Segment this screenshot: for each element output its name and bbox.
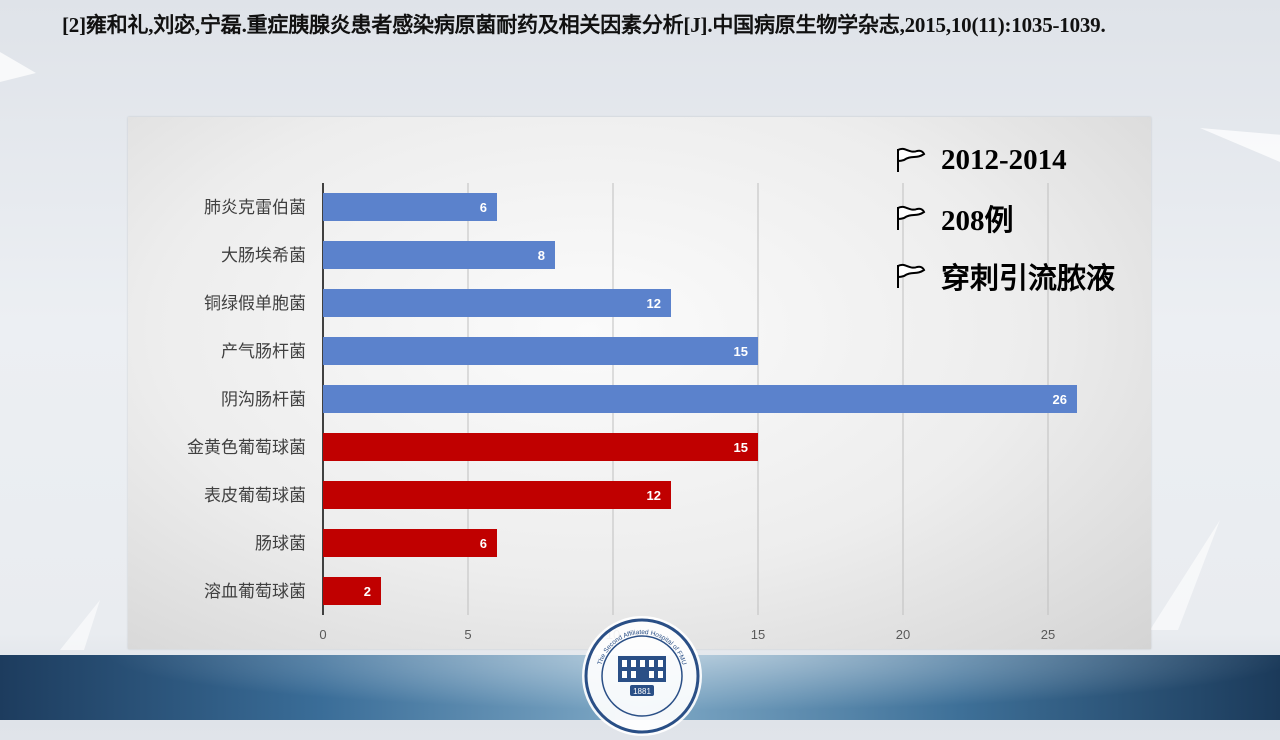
flag-icon <box>897 263 926 288</box>
note-cases: 208例 <box>895 189 1115 247</box>
x-tick-label: 20 <box>896 627 910 642</box>
note-text: 穿刺引流脓液 <box>941 263 1116 295</box>
x-tick-label: 0 <box>319 627 326 642</box>
data-label: 6 <box>480 536 487 551</box>
category-label: 肠球菌 <box>255 534 306 553</box>
data-label: 2 <box>364 584 371 599</box>
category-label: 肺炎克雷伯菌 <box>204 198 306 217</box>
chart-panel: 0510152025肺炎克雷伯菌6大肠埃希菌8铜绿假单胞菌12产气肠杆菌15阴沟… <box>128 117 1151 649</box>
study-notes: 2012-2014 208例 穿刺引流脓液 <box>895 131 1115 305</box>
hospital-emblem: 1881 The Second Affiliated Hospital of F… <box>582 616 702 736</box>
decor-shard <box>1200 128 1280 162</box>
data-label: 12 <box>647 488 661 503</box>
citation-text: [2]雍和礼,刘宓,宁磊.重症胰腺炎患者感染病原菌耐药及相关因素分析[J].中国… <box>62 13 1106 37</box>
data-label: 8 <box>538 248 545 263</box>
decor-shard <box>1150 520 1220 630</box>
category-label: 金黄色葡萄球菌 <box>187 438 306 457</box>
note-specimen: 穿刺引流脓液 <box>895 247 1115 305</box>
category-label: 阴沟肠杆菌 <box>221 390 306 409</box>
x-tick-label: 5 <box>464 627 471 642</box>
bar <box>323 577 381 605</box>
bar <box>323 241 555 269</box>
category-label: 表皮葡萄球菌 <box>204 486 306 505</box>
bar <box>323 289 671 317</box>
data-label: 15 <box>734 344 748 359</box>
bar <box>323 433 758 461</box>
note-text: 2012-2014 <box>941 143 1067 176</box>
bar <box>323 385 1077 413</box>
category-label: 大肠埃希菌 <box>221 246 306 265</box>
flag-icon <box>897 147 926 172</box>
data-label: 12 <box>647 296 661 311</box>
bar-chart: 0510152025肺炎克雷伯菌6大肠埃希菌8铜绿假单胞菌12产气肠杆菌15阴沟… <box>187 183 1077 642</box>
note-period: 2012-2014 <box>895 131 1115 189</box>
category-label: 铜绿假单胞菌 <box>204 294 306 313</box>
bar <box>323 529 497 557</box>
decor-shard <box>60 600 100 650</box>
x-tick-label: 25 <box>1041 627 1055 642</box>
category-label: 产气肠杆菌 <box>221 342 306 361</box>
data-label: 26 <box>1053 392 1067 407</box>
category-label: 溶血葡萄球菌 <box>204 582 306 601</box>
note-text: 208例 <box>941 205 1014 237</box>
bar <box>323 337 758 365</box>
bar <box>323 481 671 509</box>
flag-icon <box>897 205 926 230</box>
emblem-year: 1881 <box>633 687 651 696</box>
data-label: 6 <box>480 200 487 215</box>
x-tick-label: 15 <box>751 627 765 642</box>
decor-shard <box>0 52 36 82</box>
bar <box>323 193 497 221</box>
data-label: 15 <box>734 440 748 455</box>
